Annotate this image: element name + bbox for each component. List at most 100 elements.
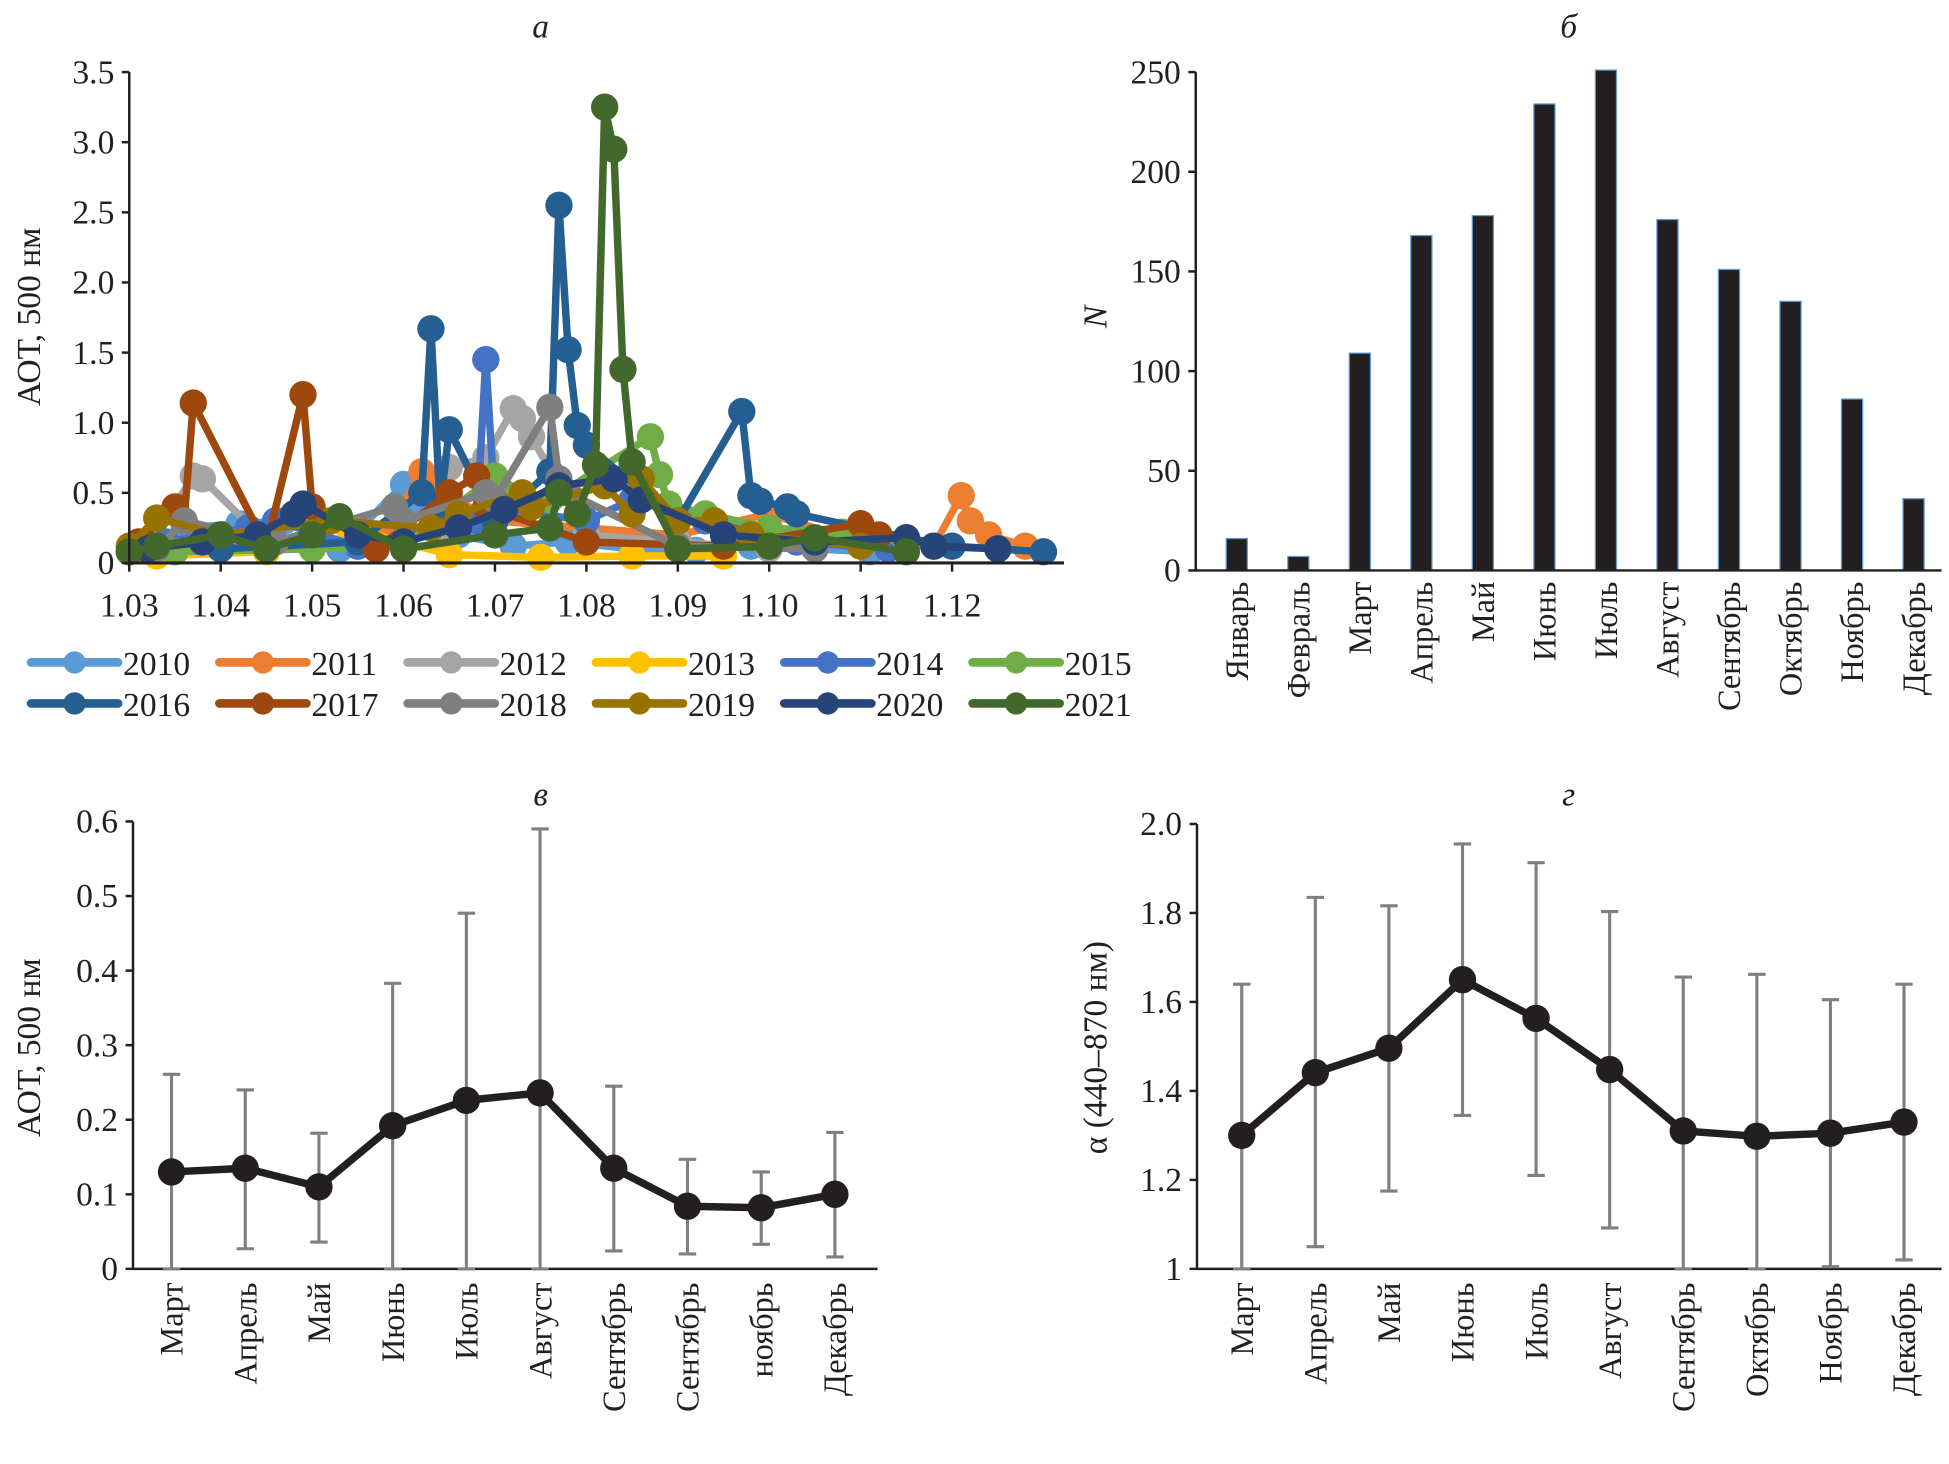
panel-b-count-bars: б N 0 50 100 150 200 250 Январь Февраль Март Апр…	[1077, 8, 1942, 711]
legend-swatch-marker	[440, 692, 463, 715]
data-point-2021	[581, 451, 610, 479]
bar-Апрель	[1410, 234, 1433, 572]
data-point-2017	[572, 528, 601, 556]
y-tick-label: 250	[1131, 54, 1181, 91]
y-tick-label: 0	[98, 545, 115, 582]
y-tick-label: 0	[101, 1251, 118, 1288]
x-category-label: Сентябрь	[1711, 582, 1747, 711]
y-tick-label: 1.2	[1140, 1162, 1182, 1199]
x-category-label: Декабрь	[1896, 582, 1932, 696]
legend-swatch-marker	[628, 692, 651, 715]
data-point-Июнь	[378, 1112, 407, 1140]
legend-swatch-marker	[63, 692, 86, 715]
legend-label: 2013	[688, 646, 755, 683]
data-point-Ноябрь	[1816, 1119, 1845, 1147]
legend-label: 2020	[876, 687, 943, 724]
x-category-label: Апрель	[1404, 582, 1440, 684]
legend-label: 2014	[876, 646, 943, 683]
data-point-2020	[984, 535, 1012, 563]
legend-label: 2012	[500, 646, 567, 683]
bar-Июнь	[1533, 103, 1556, 572]
panel-v-x-ticks: Март Апрель Май Июнь Июль Август Сентябрь Сентя…	[154, 1283, 853, 1412]
data-point-2016	[728, 397, 756, 426]
legend-swatch-marker	[1004, 692, 1028, 715]
x-category-label: Апрель	[227, 1283, 263, 1385]
y-tick-label: 1.8	[1140, 895, 1182, 932]
error-bar	[531, 827, 549, 1271]
panel-a-legend: 2010 2011 2012 2013 2014 2015 2016 2017 2018 2019…	[26, 646, 1132, 724]
legend-item-2016: 2016	[26, 687, 190, 724]
legend-swatch-marker	[63, 651, 86, 674]
data-point-2021	[755, 532, 783, 560]
x-category-label: Декабрь	[1886, 1283, 1922, 1397]
data-point-Май	[305, 1173, 333, 1201]
x-tick-label: 1.04	[191, 587, 250, 624]
legend-item-2012: 2012	[403, 646, 567, 683]
x-tick-label: 1.07	[466, 587, 525, 624]
x-category-label: Август	[1592, 1283, 1628, 1379]
x-category-label: Июнь	[1527, 582, 1563, 661]
x-category-label: Июнь	[1445, 1283, 1481, 1362]
bar-Декабрь	[1902, 498, 1925, 572]
legend-item-2019: 2019	[591, 687, 755, 724]
bar-Январь	[1225, 537, 1248, 572]
error-bar	[1748, 972, 1766, 1271]
data-point-Октябрь	[1743, 1122, 1771, 1150]
y-tick-label: 0.1	[76, 1177, 118, 1214]
data-point-2020	[709, 521, 738, 549]
x-category-label: Июнь	[375, 1283, 411, 1362]
data-point-2020	[920, 532, 948, 560]
data-point-2016	[417, 315, 445, 343]
bar-Июль	[1594, 69, 1618, 572]
y-tick-label: 3.5	[72, 54, 114, 91]
bar-Февраль	[1287, 555, 1310, 572]
data-point-2016	[554, 336, 582, 364]
y-tick-label: 0.2	[76, 1102, 118, 1139]
panel-a-title: а	[532, 8, 549, 45]
data-point-2017	[179, 389, 207, 417]
data-point-2020	[289, 490, 317, 518]
data-point-Декабрь	[1890, 1108, 1918, 1136]
y-tick-label: 100	[1131, 353, 1181, 390]
y-tick-label: 50	[1147, 453, 1181, 490]
legend-label: 2010	[123, 646, 190, 683]
x-category-label: Март	[154, 1283, 190, 1356]
x-category-label: Сентябрь	[596, 1283, 632, 1412]
data-point-Май	[1375, 1034, 1403, 1062]
data-point-2021	[892, 538, 921, 566]
y-tick-label: 0	[1164, 553, 1181, 590]
mean-line	[171, 1089, 836, 1212]
bar-Май	[1471, 214, 1495, 572]
data-point-2021	[600, 135, 628, 163]
panel-a-y-axis-label: АОТ, 500 нм	[11, 228, 48, 407]
x-category-label: ноябрь	[743, 1283, 779, 1378]
x-category-label: Сентябрь	[1665, 1283, 1701, 1412]
data-point-Август	[1595, 1055, 1624, 1084]
x-category-label: Март	[1342, 582, 1378, 655]
y-tick-label: 2.0	[72, 265, 114, 302]
data-point-Июль	[452, 1086, 481, 1115]
data-point-2021	[545, 479, 573, 507]
y-tick-label: 2.0	[1140, 806, 1182, 843]
legend-item-2014: 2014	[779, 646, 944, 683]
y-tick-label: 2.5	[72, 195, 114, 232]
panel-b-x-ticks: Январь Февраль Март Апрель Май Июнь Июль Август…	[1219, 582, 1932, 711]
data-point-2017	[289, 381, 317, 409]
legend-swatch-marker	[251, 651, 275, 674]
data-point-Сентябрь	[1669, 1117, 1697, 1145]
y-tick-label: 200	[1131, 154, 1181, 191]
bar-Август	[1656, 218, 1679, 572]
x-category-label: Январь	[1219, 582, 1255, 681]
mean-line	[1239, 975, 1905, 1141]
panel-v-plot	[157, 827, 849, 1271]
legend-item-2010: 2010	[26, 646, 190, 683]
y-tick-label: 3.0	[72, 124, 114, 161]
data-point-Март	[1228, 1121, 1256, 1150]
data-point-Март	[157, 1158, 186, 1186]
y-tick-label: 1	[1165, 1251, 1182, 1288]
y-tick-label: 1.0	[72, 405, 114, 442]
data-point-2016	[435, 416, 463, 444]
data-point-Декабрь	[821, 1180, 849, 1208]
panel-g-x-ticks: Март Апрель Май Июнь Июль Август Сентябрь Октяб…	[1224, 1283, 1922, 1412]
